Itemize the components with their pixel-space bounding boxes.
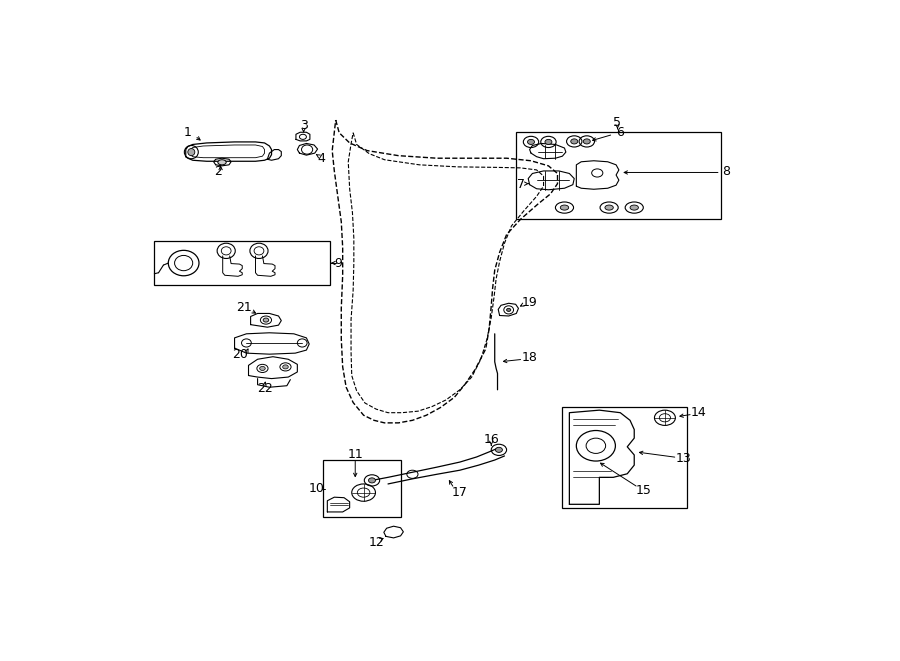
Text: 9: 9 [334, 256, 342, 270]
Bar [323, 460, 401, 517]
Text: 5: 5 [614, 116, 622, 129]
Ellipse shape [583, 139, 590, 144]
Ellipse shape [527, 139, 535, 145]
Ellipse shape [283, 365, 288, 369]
Text: 6: 6 [616, 126, 625, 139]
Ellipse shape [605, 205, 613, 210]
Text: 1: 1 [184, 126, 192, 139]
Bar [516, 132, 722, 219]
Text: 19: 19 [522, 295, 537, 309]
Text: 14: 14 [690, 407, 707, 419]
Text: 7: 7 [517, 178, 525, 191]
Text: 4: 4 [318, 152, 326, 165]
Text: 22: 22 [256, 382, 273, 395]
Text: 20: 20 [232, 348, 248, 361]
Text: 17: 17 [452, 486, 468, 499]
Ellipse shape [495, 447, 502, 452]
Text: 10: 10 [308, 481, 324, 494]
Text: 12: 12 [368, 536, 384, 549]
Ellipse shape [545, 139, 552, 145]
Text: 2: 2 [214, 165, 222, 178]
Ellipse shape [263, 318, 269, 322]
Ellipse shape [368, 478, 375, 483]
Text: 18: 18 [522, 351, 537, 364]
Text: 21: 21 [236, 301, 251, 314]
Text: 16: 16 [483, 433, 500, 446]
Text: 15: 15 [636, 484, 652, 497]
Text: 11: 11 [347, 448, 363, 461]
Ellipse shape [218, 160, 226, 165]
Ellipse shape [260, 366, 265, 370]
Text: 13: 13 [675, 452, 691, 465]
Ellipse shape [571, 139, 578, 144]
Bar [562, 407, 687, 508]
Ellipse shape [507, 308, 511, 311]
Text: 8: 8 [723, 165, 730, 178]
Text: 3: 3 [300, 118, 308, 132]
Ellipse shape [188, 149, 194, 156]
Ellipse shape [561, 205, 569, 210]
Bar [155, 241, 330, 286]
Ellipse shape [630, 205, 638, 210]
